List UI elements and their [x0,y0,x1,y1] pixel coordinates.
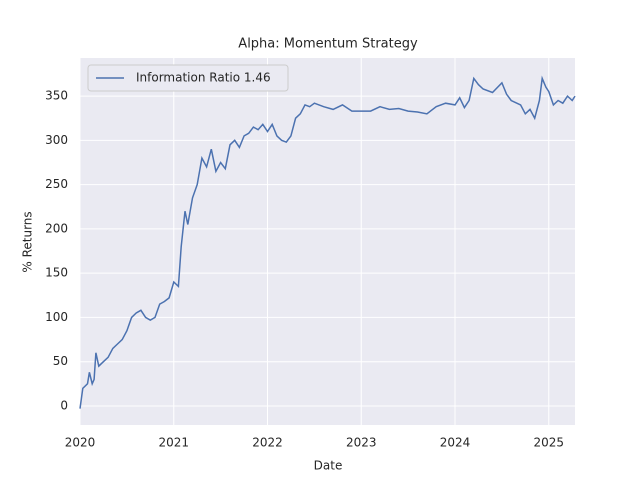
x-axis-label: Date [314,459,343,473]
line [79,75,576,409]
y-tick-label: 50 [53,354,68,368]
legend: Information Ratio 1.46 [87,64,289,92]
x-tick-label: 2021 [158,436,189,450]
y-tick-label: 0 [60,398,68,412]
legend-label: Information Ratio 1.46 [136,71,271,85]
x-tick-label: 2025 [533,436,564,450]
legend-box [87,64,289,92]
x-tick-label: 2020 [65,436,96,450]
y-tick-label: 250 [45,177,68,191]
x-tick-label: 2024 [440,436,471,450]
y-tick-label: 150 [45,266,68,280]
y-tick-label: 300 [45,133,68,147]
y-axis-label: % Returns [21,211,35,272]
plot-area [80,58,575,425]
x-tick-label: 2022 [252,436,283,450]
y-tick-label: 200 [45,221,68,235]
chart-title: Alpha: Momentum Strategy [238,37,418,52]
y-tick-label: 350 [45,89,68,103]
y-tick-label: 100 [45,310,68,324]
x-tick-label: 2023 [346,436,377,450]
